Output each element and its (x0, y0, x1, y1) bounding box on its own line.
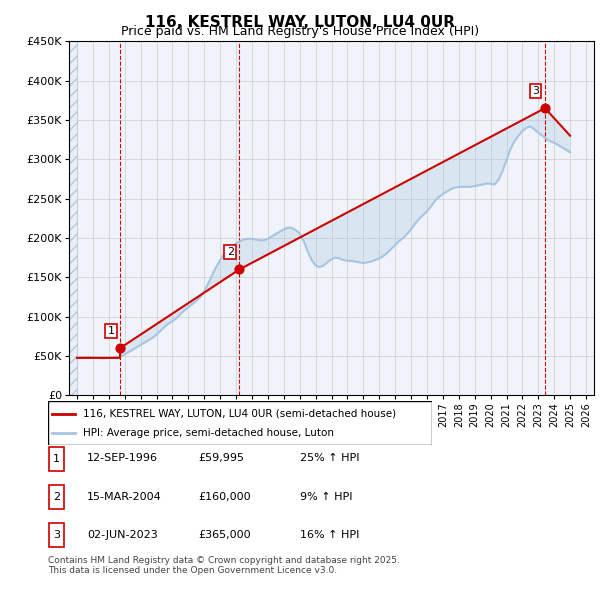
Text: 116, KESTREL WAY, LUTON, LU4 0UR: 116, KESTREL WAY, LUTON, LU4 0UR (145, 15, 455, 30)
Text: 9% ↑ HPI: 9% ↑ HPI (300, 492, 353, 502)
Text: Contains HM Land Registry data © Crown copyright and database right 2025.
This d: Contains HM Land Registry data © Crown c… (48, 556, 400, 575)
Text: 2: 2 (227, 247, 234, 257)
Text: 16% ↑ HPI: 16% ↑ HPI (300, 530, 359, 540)
Text: £365,000: £365,000 (198, 530, 251, 540)
Text: 02-JUN-2023: 02-JUN-2023 (87, 530, 158, 540)
Text: 2: 2 (53, 492, 60, 502)
Text: 25% ↑ HPI: 25% ↑ HPI (300, 454, 359, 463)
Text: HPI: Average price, semi-detached house, Luton: HPI: Average price, semi-detached house,… (83, 428, 334, 438)
Point (115, 343, 125, 353)
Text: 15-MAR-2004: 15-MAR-2004 (87, 492, 162, 502)
Text: £59,995: £59,995 (198, 454, 244, 463)
Text: 3: 3 (532, 86, 539, 96)
Text: 116, KESTREL WAY, LUTON, LU4 0UR (semi-detached house): 116, KESTREL WAY, LUTON, LU4 0UR (semi-d… (83, 409, 395, 418)
FancyBboxPatch shape (49, 447, 64, 471)
FancyBboxPatch shape (49, 485, 64, 509)
Text: 1: 1 (53, 454, 60, 464)
Text: 12-SEP-1996: 12-SEP-1996 (87, 454, 158, 463)
Text: £160,000: £160,000 (198, 492, 251, 502)
Text: 1: 1 (107, 326, 115, 336)
Point (235, 265, 244, 274)
Point (540, 103, 550, 113)
FancyBboxPatch shape (49, 523, 64, 548)
FancyBboxPatch shape (48, 401, 432, 445)
Text: 3: 3 (53, 530, 60, 540)
Text: Price paid vs. HM Land Registry's House Price Index (HPI): Price paid vs. HM Land Registry's House … (121, 25, 479, 38)
